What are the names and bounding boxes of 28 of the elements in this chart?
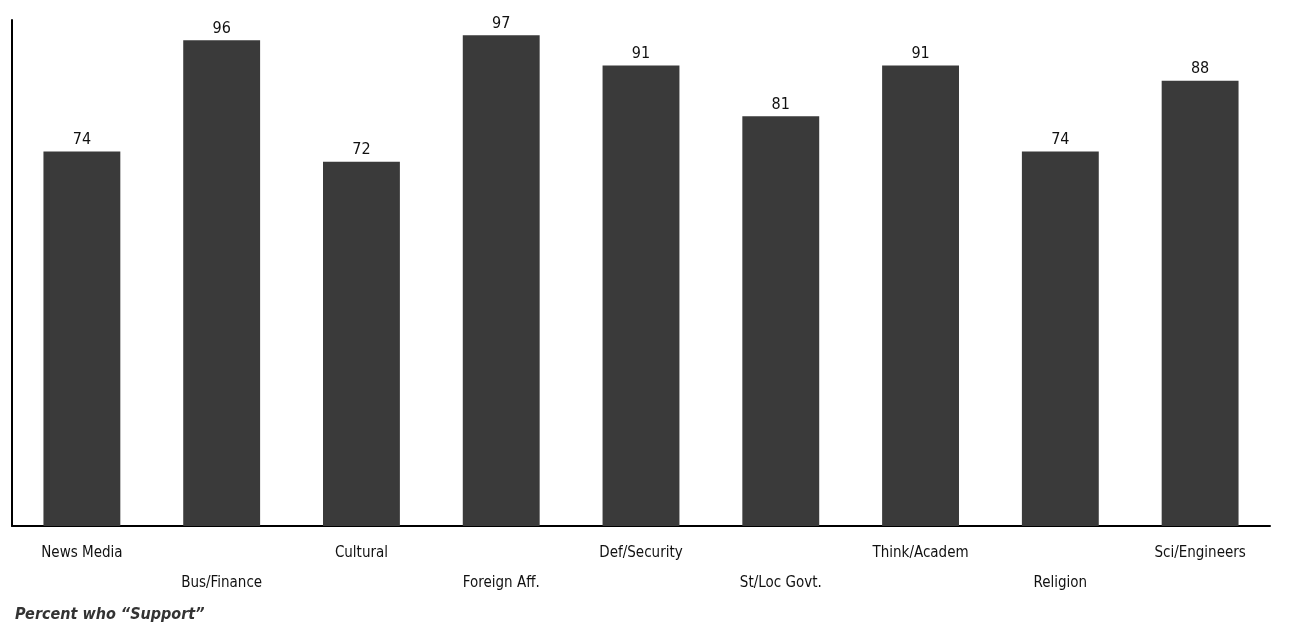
bar (742, 116, 820, 526)
data-label: 97 (492, 12, 511, 32)
x-tick-label: News Media (41, 542, 123, 561)
data-label: 88 (1190, 58, 1210, 78)
text: Percent who “Support” (15, 603, 205, 623)
bar (882, 65, 959, 526)
bar (323, 161, 400, 526)
x-tick-label: Sci/Engineers (1154, 542, 1246, 561)
bar (1021, 151, 1099, 526)
bar (602, 65, 680, 526)
data-label: 72 (352, 139, 371, 159)
x-tick-label: Cultural (334, 542, 389, 561)
x-tick-label: Religion (1033, 572, 1088, 591)
data-label: 81 (771, 93, 790, 113)
data-label: 91 (631, 43, 651, 63)
x-tick-label: Def/Security (599, 542, 683, 561)
x-tick-label: Think/Academ (871, 542, 969, 561)
bar (183, 40, 261, 526)
x-tick-label: Foreign Aff. (462, 572, 540, 591)
data-label: 74 (72, 129, 92, 149)
x-tick-label: St/Loc Govt. (739, 572, 822, 591)
bar (462, 35, 540, 526)
data-label: 91 (911, 43, 930, 63)
bar (43, 151, 121, 526)
bar (1161, 80, 1239, 526)
data-label: 74 (1051, 129, 1070, 149)
data-label: 96 (212, 17, 231, 37)
x-tick-label: Bus/Finance (181, 572, 263, 591)
